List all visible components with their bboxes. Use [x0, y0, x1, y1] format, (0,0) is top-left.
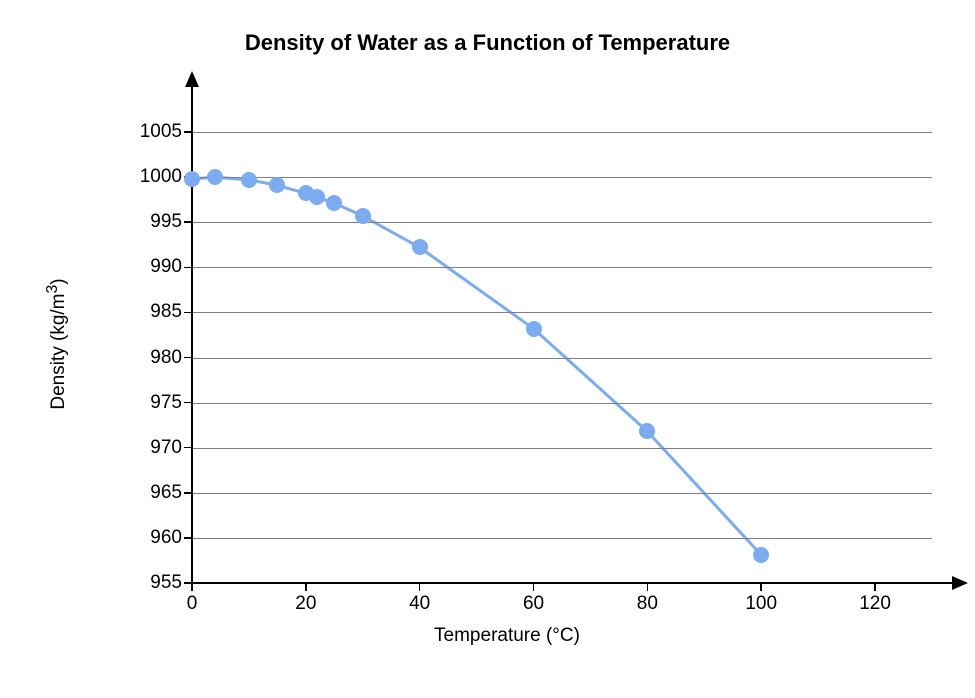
y-gridline	[192, 222, 932, 223]
data-point	[639, 423, 655, 439]
data-point	[753, 547, 769, 563]
data-point	[309, 189, 325, 205]
x-tick-label: 80	[637, 583, 658, 615]
data-point	[269, 177, 285, 193]
data-point	[184, 171, 200, 187]
y-gridline	[192, 358, 932, 359]
y-tick-label: 990	[150, 256, 192, 278]
y-gridline	[192, 267, 932, 268]
data-point	[355, 208, 371, 224]
y-gridline	[192, 448, 932, 449]
x-tick-label: 60	[523, 583, 544, 615]
y-gridline	[192, 132, 932, 133]
data-point	[326, 195, 342, 211]
y-tick-label: 960	[150, 527, 192, 549]
y-gridline	[192, 312, 932, 313]
y-gridline	[192, 403, 932, 404]
y-tick-label: 980	[150, 347, 192, 369]
x-tick-label: 120	[859, 583, 891, 615]
y-tick-label: 970	[150, 437, 192, 459]
y-gridline	[192, 493, 932, 494]
x-tick-label: 0	[187, 583, 198, 615]
chart-canvas: Density of Water as a Function of Temper…	[0, 0, 975, 698]
y-gridline	[192, 538, 932, 539]
plot-area: 9559609659709759809859909951000100502040…	[192, 105, 932, 583]
x-axis-label: Temperature (°C)	[434, 625, 580, 647]
y-tick-label: 975	[150, 392, 192, 414]
y-axis-label: Density (kg/m3)	[44, 278, 70, 409]
y-tick-label: 985	[150, 301, 192, 323]
y-tick-label: 965	[150, 482, 192, 504]
y-axis-line	[191, 83, 193, 583]
x-tick-label: 20	[295, 583, 316, 615]
data-point	[207, 169, 223, 185]
x-tick-label: 40	[409, 583, 430, 615]
y-axis-arrowhead-icon	[185, 71, 199, 87]
data-point	[526, 321, 542, 337]
y-tick-label: 1005	[140, 121, 192, 143]
x-axis-line	[192, 582, 954, 584]
chart-title: Density of Water as a Function of Temper…	[0, 30, 975, 56]
x-tick-label: 100	[745, 583, 777, 615]
data-point	[412, 239, 428, 255]
data-point	[241, 172, 257, 188]
x-axis-arrowhead-icon	[952, 576, 968, 590]
y-tick-label: 995	[150, 211, 192, 233]
y-gridline	[192, 177, 932, 178]
